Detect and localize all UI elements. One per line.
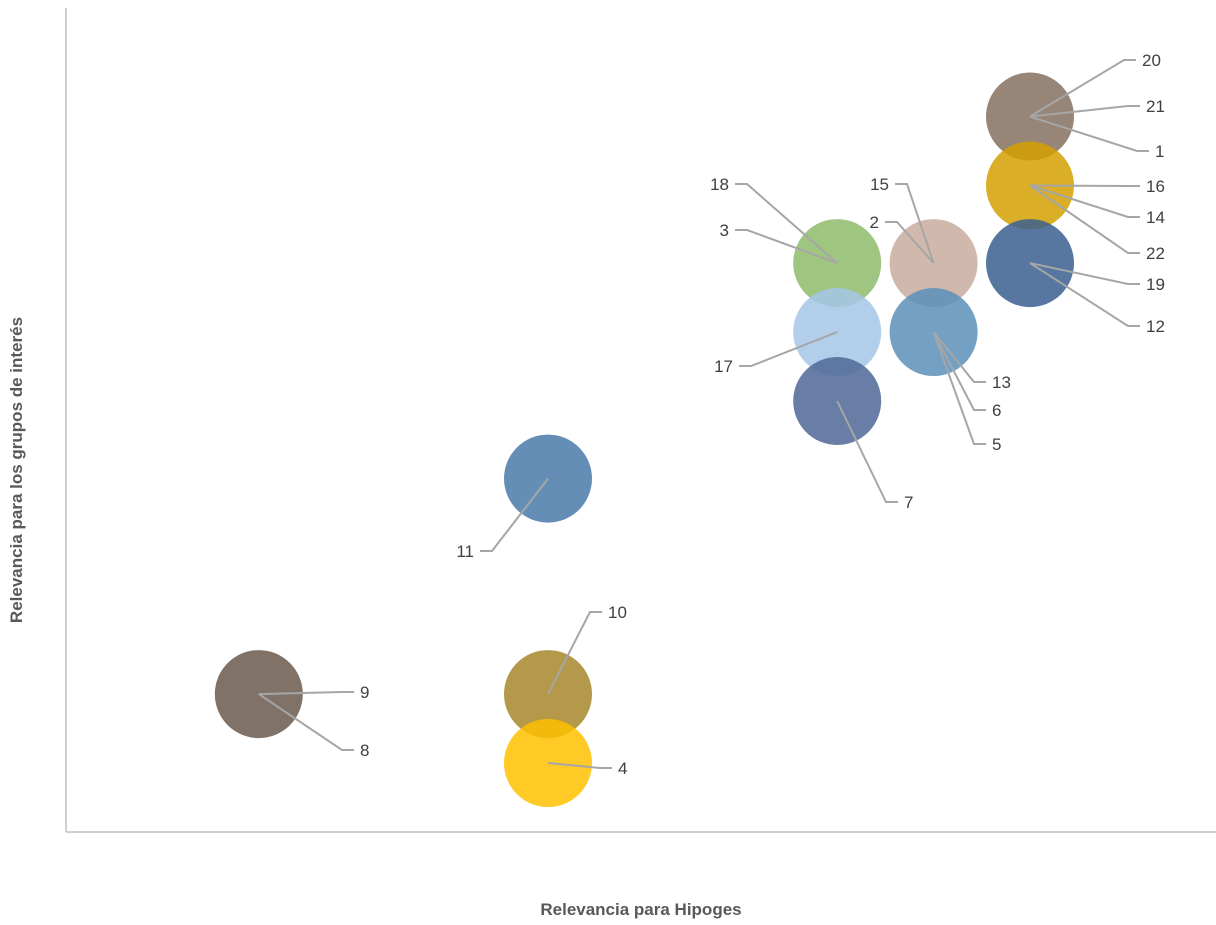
bubble-data-label: 16 <box>1146 177 1165 196</box>
x-axis-title: Relevancia para Hipoges <box>540 900 741 919</box>
axes <box>65 8 1216 833</box>
callout-leader-line <box>739 331 838 367</box>
bubble-data-label: 5 <box>992 435 1001 454</box>
bubble-data-label: 8 <box>360 741 369 760</box>
callout-leader-line <box>735 183 838 264</box>
bubble-data-label: 6 <box>992 401 1001 420</box>
callout-leader-line <box>1029 105 1140 118</box>
callout-leader-line <box>1029 59 1136 118</box>
callout-leader-line <box>258 693 354 751</box>
callout-leader-line <box>932 331 986 411</box>
callout-leader-line <box>932 331 986 445</box>
bubble-data-label: 22 <box>1146 244 1165 263</box>
bubble-data-label: 15 <box>870 175 889 194</box>
bubble-point <box>504 434 592 523</box>
bubble-series <box>214 72 1074 808</box>
bubble-data-label: 7 <box>904 493 913 512</box>
callout-leader-line <box>735 229 838 265</box>
callout-leader-line <box>258 691 354 696</box>
bubble-data-label: 9 <box>360 683 369 702</box>
callout-leader-line <box>1029 184 1140 218</box>
callout-leader-line <box>836 400 898 503</box>
callout-leader-line <box>1029 262 1140 285</box>
callout-leader-line <box>1029 115 1149 152</box>
bubble-data-label: 20 <box>1142 51 1161 70</box>
callout-leader-line <box>895 183 935 264</box>
bubble-data-label: 11 <box>456 542 474 561</box>
callout-leader-line <box>1029 262 1140 327</box>
bubble-data-label: 17 <box>714 357 733 376</box>
y-axis-title: Relevancia para los grupos de interés <box>7 317 26 623</box>
callout-leaders <box>258 59 1149 769</box>
callout-leader-line <box>547 611 602 695</box>
bubble-data-label: 18 <box>710 175 729 194</box>
callout-leader-line <box>932 331 986 383</box>
bubble-data-label: 14 <box>1146 208 1165 227</box>
callout-leader-line <box>480 477 549 552</box>
bubble-data-label: 19 <box>1146 275 1165 294</box>
bubble-data-label: 2 <box>870 213 879 232</box>
callout-leader-line <box>885 221 935 264</box>
bubble-data-label: 21 <box>1146 97 1165 116</box>
bubble-data-label: 4 <box>618 759 627 778</box>
callout-leader-line <box>1029 184 1140 254</box>
bubble-data-label: 13 <box>992 373 1011 392</box>
bubble-data-label: 1 <box>1155 142 1164 161</box>
callout-labels: 9 8 10 4 11 18 3 17 7 15 2 13 6 5 20 21 1 16 14 22 19 12 <box>360 51 1165 778</box>
bubble-data-label: 12 <box>1146 317 1165 336</box>
callout-leader-line <box>547 762 612 769</box>
bubble-data-label: 10 <box>608 603 627 622</box>
bubble-data-label: 3 <box>720 221 729 240</box>
callout-leader-line <box>1029 184 1140 187</box>
